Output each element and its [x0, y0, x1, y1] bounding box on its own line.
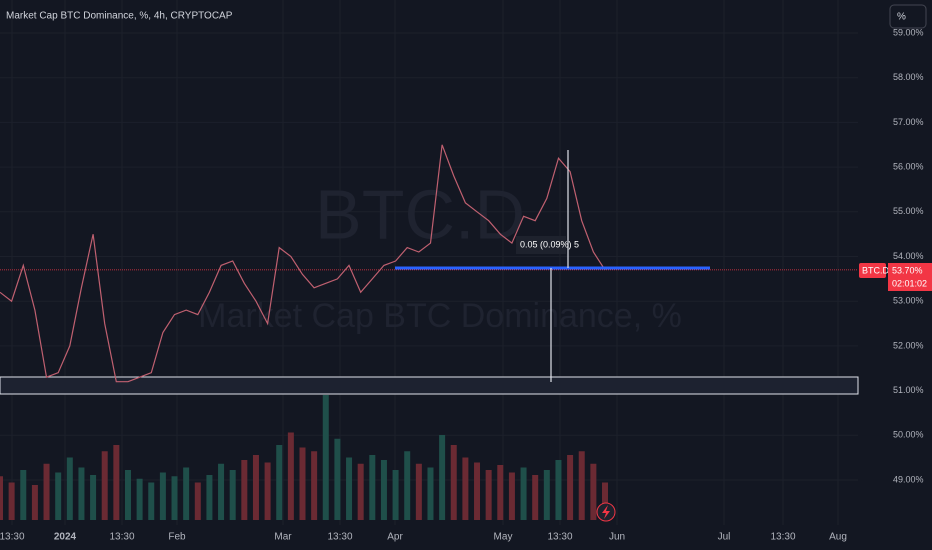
- x-tick-label: Aug: [829, 532, 847, 543]
- volume-bar: [485, 470, 492, 520]
- y-tick-label: 57.00%: [893, 117, 924, 127]
- volume-bar: [252, 455, 259, 520]
- y-tick-label: 50.00%: [893, 430, 924, 440]
- volume-bar: [113, 445, 120, 520]
- volume-bar: [78, 467, 85, 520]
- volume-bar: [590, 463, 597, 520]
- y-tick-label: 52.00%: [893, 340, 924, 350]
- volume-bar: [567, 455, 574, 520]
- y-tick-label: 55.00%: [893, 206, 924, 216]
- volume-bar: [31, 485, 38, 520]
- time-axis: 13:30 2024 13:30 Feb Mar 13:30 Apr May 13:30 Jun J…: [0, 532, 847, 543]
- x-tick-label: Jul: [718, 532, 731, 543]
- volume-bar: [264, 462, 271, 520]
- volume-bar: [183, 467, 190, 520]
- volume-bar: [299, 447, 306, 520]
- y-tick-label: 54.00%: [893, 251, 924, 261]
- volume-bar: [276, 445, 283, 520]
- measure-box: [516, 236, 566, 254]
- y-tick-label: 51.00%: [893, 385, 924, 395]
- measure-label: 0.05 (0.09%) 5: [520, 239, 579, 249]
- y-tick-label: 59.00%: [893, 27, 924, 37]
- watermark-symbol: BTC.D: [315, 175, 525, 253]
- volume-bar: [148, 482, 155, 520]
- countdown: 02:01:02: [892, 278, 927, 288]
- volume-bar: [543, 470, 550, 520]
- volume-bar: [55, 472, 62, 520]
- x-tick-label: 13:30: [327, 532, 352, 543]
- volume-bar: [241, 460, 248, 520]
- scale-button[interactable]: [889, 4, 927, 29]
- volume-bar: [20, 470, 27, 520]
- x-tick-label: 13:30: [109, 532, 134, 543]
- volume-bar: [439, 435, 446, 520]
- x-tick-label: May: [494, 532, 513, 543]
- x-tick-label: Apr: [387, 532, 403, 543]
- volume-bar: [508, 472, 515, 520]
- y-tick-label: 56.00%: [893, 161, 924, 171]
- volume-bar: [90, 475, 97, 520]
- y-tick-label: 49.00%: [893, 474, 924, 484]
- volume-bar: [555, 460, 562, 520]
- price-line: [0, 144, 606, 383]
- volume-bar: [311, 451, 318, 520]
- volume-bar: [578, 451, 585, 520]
- volume-bar: [497, 465, 504, 520]
- volume-bar: [380, 460, 387, 520]
- chart-title: Market Cap BTC Dominance, %, 4h, CRYPTOC…: [6, 11, 233, 22]
- x-tick-label: Mar: [274, 532, 292, 543]
- volume-bar: [159, 472, 166, 520]
- volume-bar: [427, 467, 434, 520]
- y-tick-label: 58.00%: [893, 72, 924, 82]
- price-axis: 59.00% 58.00% 57.00% 56.00% 55.00% 54.00% 53.0…: [893, 27, 924, 484]
- volume-bar: [194, 482, 201, 520]
- volume-bar: [287, 432, 294, 520]
- volume-bar: [101, 451, 108, 520]
- volume-bar: [218, 463, 225, 520]
- volume-bar: [0, 476, 3, 520]
- volume-bar: [392, 470, 399, 520]
- volume-bar: [450, 445, 457, 520]
- volume-bar: [602, 482, 608, 520]
- x-tick-label: 13:30: [770, 532, 795, 543]
- volume-bar: [43, 463, 50, 520]
- volume-bar: [66, 457, 73, 520]
- range-box: [0, 376, 859, 395]
- symbol-tag: [859, 263, 886, 278]
- volume-bar: [229, 470, 236, 520]
- volume-bar: [171, 476, 178, 520]
- lightning: [602, 505, 610, 519]
- scale-button-label[interactable]: %: [897, 12, 906, 23]
- volume-bar: [520, 467, 527, 520]
- volume-bar: [206, 475, 213, 520]
- volume-bar: [334, 438, 341, 520]
- x-tick-label: 13:30: [547, 532, 572, 543]
- symbol-tag-label: BTC.D: [862, 265, 890, 275]
- volume-bar: [404, 451, 411, 520]
- volume: [0, 395, 608, 520]
- volume-bar: [124, 470, 131, 520]
- volume-bar: [346, 457, 353, 520]
- volume-bar: [415, 463, 422, 520]
- volume-bar: [357, 463, 364, 520]
- volume-bar: [136, 478, 143, 520]
- x-tick-label: Feb: [168, 532, 186, 543]
- price-tag-label: 53.70%: [892, 265, 923, 275]
- y-tick-label: 53.00%: [893, 296, 924, 306]
- x-tick-label: 13:30: [0, 532, 25, 543]
- watermark-name: Market Cap BTC Dominance, %: [198, 297, 682, 335]
- x-tick-label: Jun: [609, 532, 625, 543]
- volume-bar: [369, 455, 376, 520]
- x-tick-label: 2024: [54, 532, 77, 543]
- volume-bar: [474, 462, 481, 520]
- volume-bar: [8, 482, 15, 520]
- volume-bar: [462, 457, 469, 520]
- volume-bar: [532, 475, 539, 520]
- price-tag: [888, 263, 932, 291]
- volume-bar: [322, 395, 329, 520]
